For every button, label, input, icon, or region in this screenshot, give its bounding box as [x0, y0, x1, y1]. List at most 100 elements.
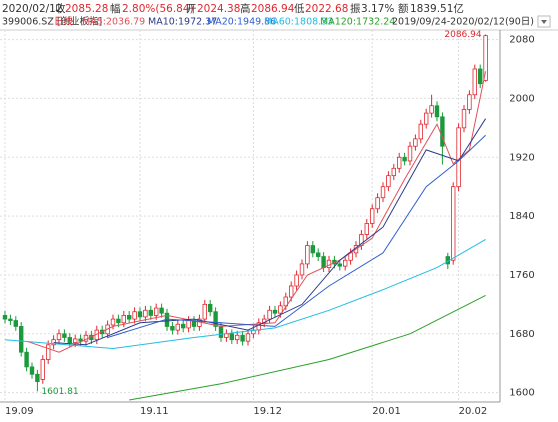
candle-body — [461, 109, 467, 129]
candle-body — [143, 309, 148, 318]
candle-body — [326, 259, 332, 268]
candle-body — [278, 305, 283, 314]
candle-body — [418, 123, 423, 140]
annotation: 1601.81 — [41, 387, 78, 397]
header-label: 开 — [186, 3, 197, 15]
candle-body — [402, 156, 407, 162]
x-tick-label: 20.01 — [372, 406, 401, 417]
candle-body — [240, 334, 245, 342]
candle-body — [121, 315, 126, 324]
y-tick-label: 1680 — [509, 329, 534, 340]
candle-body — [440, 116, 445, 147]
candle-body — [305, 245, 310, 265]
x-tick-label: 19.11 — [140, 406, 169, 417]
candle-body — [434, 105, 440, 118]
ma-line — [129, 294, 486, 401]
candle-body — [315, 252, 321, 257]
candle-body — [40, 359, 45, 380]
candle-body — [213, 311, 218, 327]
header-value: 2086.94 — [251, 3, 295, 15]
candle-body — [229, 333, 234, 341]
header-value: 2024.38 — [197, 3, 240, 15]
candle-body — [407, 145, 413, 162]
candle-body — [294, 274, 299, 287]
candle-body — [46, 344, 51, 360]
header-value: 1839.51亿 — [410, 2, 464, 15]
candle-body — [369, 208, 375, 224]
candle-body — [35, 373, 40, 383]
candle-body — [396, 156, 402, 169]
candle-body — [272, 309, 278, 314]
candle-body — [8, 318, 13, 321]
candle-body — [148, 309, 153, 316]
candle-body — [283, 296, 288, 307]
candle-body — [483, 35, 488, 81]
candle-body — [321, 256, 326, 268]
y-tick-label: 2000 — [509, 93, 534, 104]
candle-body — [153, 307, 159, 316]
candle-body — [310, 245, 315, 254]
candle-body — [429, 105, 434, 114]
header-label: 收 — [55, 2, 66, 15]
candle-body — [375, 197, 380, 210]
y-tick-label: 1840 — [509, 211, 534, 222]
candle-body — [288, 285, 294, 298]
candle-body — [472, 68, 477, 96]
candle-body — [175, 323, 180, 331]
header-label: 低 — [294, 2, 305, 15]
candle-body — [62, 333, 67, 338]
candle-body — [299, 263, 305, 276]
symbol: 399006.SZ [创业板指] — [2, 16, 102, 28]
candle-body — [413, 138, 418, 147]
x-tick-label: 19.09 — [5, 406, 34, 417]
ma-line — [53, 118, 487, 346]
header-date: 2020/02/12 — [2, 3, 63, 15]
candle-body — [78, 338, 83, 342]
annotation: 2086.94 — [444, 30, 481, 40]
header-value: 3.17% — [361, 3, 394, 15]
candle-body — [18, 326, 24, 353]
candle-body — [116, 318, 121, 324]
candle-body — [386, 175, 391, 188]
candle-body — [477, 68, 483, 85]
legend-entry: MA10:1972.37 — [148, 17, 217, 28]
ma-line — [26, 71, 487, 353]
candle-body — [127, 315, 132, 320]
candle-body — [364, 223, 369, 235]
candle-body — [2, 315, 8, 320]
y-tick-label: 1920 — [509, 152, 534, 163]
candle-body — [467, 94, 472, 110]
candle-body — [380, 186, 386, 199]
candle-body — [207, 303, 213, 313]
header-label: 额 — [398, 2, 409, 15]
header-label: 振 — [350, 2, 361, 15]
candle-body — [110, 318, 116, 326]
candle-body — [224, 333, 229, 338]
ma-line — [107, 134, 486, 338]
candle-body — [29, 366, 35, 375]
candle-body — [159, 307, 164, 314]
candle-body — [73, 338, 78, 344]
candle-body — [13, 320, 18, 327]
candle-body — [56, 333, 62, 341]
header-value: 2085.28 — [65, 3, 108, 15]
candle-body — [423, 112, 429, 125]
header-label: 幅 — [110, 2, 121, 15]
candle-body — [391, 167, 396, 177]
y-tick-label: 2080 — [509, 35, 534, 46]
legend-entry: MA120:1732.24 — [320, 17, 395, 28]
candle-body — [137, 311, 143, 318]
candle-body — [218, 326, 224, 338]
candle-body — [450, 186, 456, 261]
candle-body — [234, 334, 240, 341]
candle-body — [132, 311, 137, 320]
legend-entry: MA20:1949.86 — [207, 17, 276, 28]
x-tick-label: 20.02 — [459, 406, 488, 417]
legend-entry: MA5:2036.79 — [82, 17, 145, 28]
header-label: 高 — [240, 2, 251, 15]
candle-body — [67, 337, 72, 344]
y-tick-label: 1760 — [509, 270, 534, 281]
candle-body — [170, 326, 175, 331]
